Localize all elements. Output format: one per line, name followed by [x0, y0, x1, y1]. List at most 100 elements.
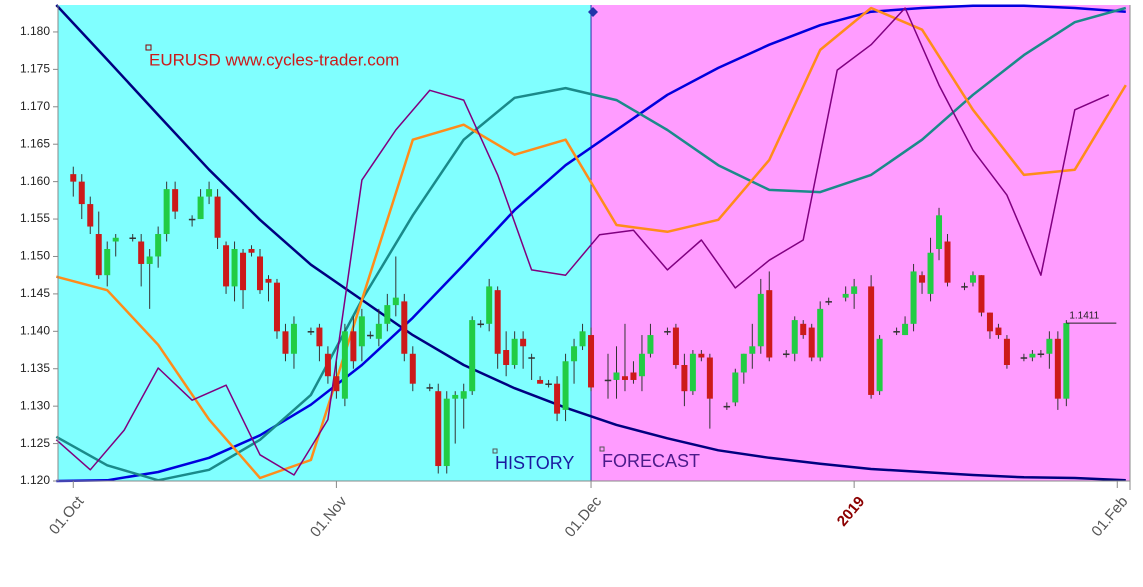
- region-label: FORECAST: [602, 451, 700, 471]
- candle-body: [1020, 357, 1028, 359]
- candle-body: [188, 218, 196, 221]
- candle-body: [910, 271, 917, 324]
- candle-body: [740, 353, 747, 373]
- candle-body: [469, 320, 476, 392]
- candle-body: [791, 320, 798, 354]
- candle-body: [647, 335, 654, 354]
- candle-body: [138, 241, 145, 264]
- candle-body: [995, 327, 1002, 336]
- candle-body: [782, 353, 790, 356]
- candle-body: [817, 308, 824, 358]
- candle-body: [503, 350, 510, 365]
- cycle-curves: [55, 4, 1127, 483]
- x-tick-label: 01.Dec: [562, 493, 606, 541]
- candle-body: [528, 357, 535, 359]
- candle-body: [197, 196, 204, 220]
- candle-body: [919, 275, 926, 283]
- candle-body: [588, 335, 595, 388]
- y-tick-label: 1.140: [20, 323, 50, 337]
- candle-body: [248, 248, 255, 253]
- candle-body: [571, 346, 578, 362]
- region: [591, 5, 1130, 481]
- candle-body: [307, 331, 315, 333]
- candle-body: [621, 376, 628, 380]
- candle-body: [426, 387, 434, 389]
- candle-body: [477, 323, 484, 326]
- candle-body: [1029, 353, 1036, 358]
- candle-body: [206, 189, 213, 197]
- candle-body: [927, 252, 934, 294]
- candle-body: [273, 282, 280, 332]
- background-layer: [58, 5, 1130, 481]
- candle-body: [367, 334, 374, 337]
- candle-body: [944, 241, 951, 283]
- candle-body: [732, 372, 739, 403]
- cycle-line: [55, 6, 1127, 480]
- candle-body: [579, 331, 586, 347]
- candle-body: [876, 338, 883, 392]
- candle-body: [146, 256, 153, 264]
- cycle-line: [55, 6, 1127, 482]
- y-tick-label: 1.135: [20, 361, 50, 375]
- candle-body: [392, 297, 399, 306]
- candle-body: [825, 301, 832, 303]
- x-tick-label: 01.Feb: [1088, 493, 1131, 540]
- candle-body: [749, 346, 756, 354]
- candle-body: [698, 353, 705, 358]
- candle-body: [562, 361, 569, 410]
- x-tick-label: 01.Oct: [46, 493, 88, 538]
- candle-body: [638, 353, 645, 377]
- region-label-marker: [492, 448, 498, 454]
- candle-body: [409, 353, 416, 384]
- candle-body: [358, 316, 365, 347]
- candle-body: [452, 394, 459, 399]
- last-price-label: 1.1411: [1069, 311, 1099, 322]
- candle-body: [375, 323, 382, 339]
- x-tick-label: 01.Nov: [307, 493, 351, 541]
- y-tick-label: 1.120: [20, 473, 50, 487]
- candle-body: [163, 189, 170, 235]
- candle-body: [689, 353, 696, 392]
- candle-body: [723, 405, 731, 408]
- candle-body: [401, 301, 408, 354]
- x-tick-label: 2019: [834, 493, 868, 529]
- candle-body: [664, 331, 671, 333]
- candle-body: [604, 379, 612, 382]
- candle-body: [350, 331, 357, 362]
- candle-body: [172, 189, 179, 212]
- candle-body: [265, 278, 272, 283]
- candle-body: [316, 327, 323, 347]
- y-tick-label: 1.155: [20, 211, 50, 225]
- candle-body: [341, 331, 348, 399]
- candle-body: [893, 331, 900, 333]
- candles: [70, 166, 1070, 474]
- candle-body: [554, 383, 561, 414]
- candle-body: [868, 286, 875, 395]
- candle-body: [1037, 353, 1045, 356]
- candle-body: [95, 234, 102, 276]
- candle-body: [70, 174, 77, 182]
- candle-body: [936, 215, 943, 249]
- cycle-line: [55, 4, 1126, 482]
- y-tick-label: 1.165: [20, 136, 50, 150]
- candle-body: [112, 237, 119, 242]
- candle-body: [706, 357, 713, 399]
- region-label: HISTORY: [495, 453, 574, 473]
- candle-body: [672, 327, 679, 365]
- y-tick-label: 1.150: [20, 249, 50, 263]
- candle-body: [486, 286, 493, 324]
- candle-body: [324, 353, 331, 377]
- candle-body: [978, 275, 985, 313]
- candle-body: [384, 305, 391, 324]
- title-marker: [145, 44, 152, 51]
- split-marker: [588, 7, 598, 17]
- candle-body: [223, 245, 230, 287]
- y-tick-label: 1.170: [20, 99, 50, 113]
- candle-body: [231, 248, 238, 287]
- candle-body: [851, 286, 858, 294]
- candle-body: [1054, 338, 1061, 399]
- y-tick-label: 1.180: [20, 24, 50, 38]
- candle-body: [435, 391, 442, 467]
- candle-body: [537, 379, 544, 384]
